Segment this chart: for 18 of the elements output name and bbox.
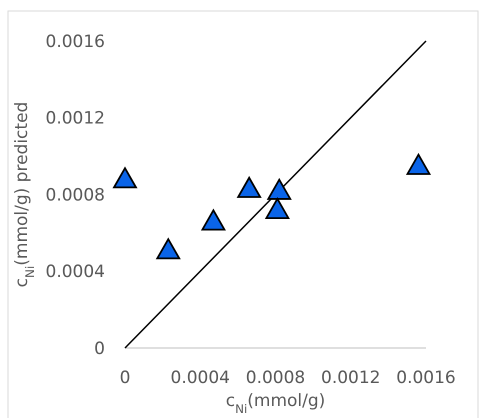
x-tick-label: 0.0012: [321, 368, 380, 388]
point: [237, 176, 262, 198]
y-tick-label: 0.0012: [46, 108, 105, 129]
x-tick-label: 0.0008: [246, 368, 306, 388]
point: [113, 167, 137, 188]
point: [267, 178, 292, 200]
x-tick-label: 0.0004: [170, 368, 230, 388]
x-axis-title: c$_{Ni}$(mmol/g): [226, 391, 326, 416]
x-tick-label: 0: [120, 368, 130, 388]
y-tick-label: 0.0016: [46, 32, 105, 52]
point: [202, 209, 226, 231]
point: [265, 198, 290, 219]
y-tick-label: 0.0008: [46, 185, 105, 206]
y-tick-label: 0.0004: [46, 262, 105, 282]
point: [406, 154, 430, 175]
point: [156, 238, 180, 260]
x-tick-label: 0.0016: [396, 368, 456, 388]
y-tick-label: 0: [94, 338, 105, 359]
